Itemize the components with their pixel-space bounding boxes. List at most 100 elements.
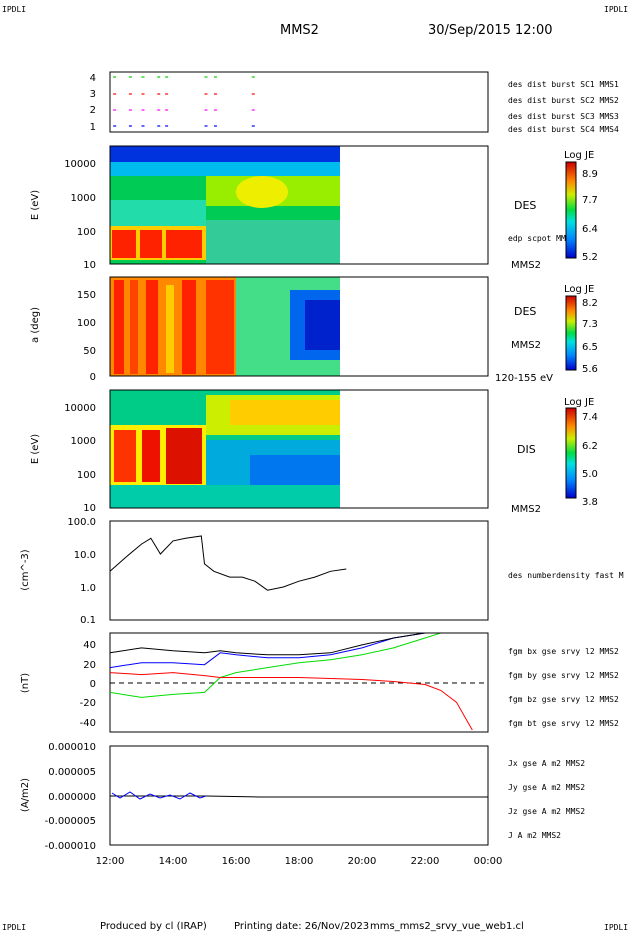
des-pitch-ytick-50: 50 (83, 346, 96, 357)
burst-ytick-3: 3 (90, 89, 96, 100)
header-datetime: 30/Sep/2015 12:00 (428, 23, 552, 38)
dis-energy-spectrogram (110, 390, 346, 508)
density-ytick-10: 10.0 (74, 550, 96, 561)
dis-energy-ylabel: E (eV) (30, 434, 41, 464)
density-legend: des numberdensity fast M (508, 571, 624, 580)
des-pitch-ytick-100: 100 (77, 318, 96, 329)
des-energy-ytick-1000: 1000 (71, 193, 96, 204)
density-ytick-1: 1.0 (80, 583, 96, 594)
colorbar2 (565, 295, 577, 371)
bfield-ylabel: (nT) (20, 673, 31, 693)
current-legend-j: J A m2 MMS2 (508, 831, 561, 840)
bfield-bx-line (109, 672, 473, 731)
colorbar1-title: Log JE (564, 150, 594, 161)
colorbar3-tick-2: 5.0 (582, 469, 598, 480)
panel-des-pitch: 150 100 50 0 a (deg) DES MMS2 120-155 eV… (30, 276, 598, 384)
panel-current: 0.000010 0.000005 0.000000 -0.000005 -0.… (20, 742, 585, 852)
des-energy-label: DES (514, 199, 536, 212)
bfield-ytick-0: 0 (90, 679, 96, 690)
xtick-12: 12:00 (96, 856, 125, 867)
x-axis: 12:00 14:00 16:00 18:00 20:00 22:00 00:0… (96, 856, 503, 867)
panel-burst-frame (109, 71, 489, 133)
panel-density: 100.0 10.0 1.0 0.1 (cm^-3) des numberden… (20, 517, 624, 626)
colorbar1-tick-1: 7.7 (582, 195, 598, 206)
current-ytick-p10: 0.000010 (48, 742, 96, 753)
current-legend-jz: Jz gse A m2 MMS2 (508, 807, 585, 816)
colorbar1-tick-2: 6.4 (582, 224, 598, 235)
bfield-legend-by: fgm by gse srvy l2 MMS2 (508, 671, 619, 680)
dis-energy-ytick-10: 10 (83, 503, 96, 514)
current-legend-jy: Jy gse A m2 MMS2 (508, 783, 585, 792)
des-pitch-ytick-0: 0 (90, 372, 96, 383)
des-pitch-ylabel: a (deg) (30, 307, 41, 343)
colorbar2-tick-0: 8.2 (582, 298, 598, 309)
current-series-line (110, 795, 488, 798)
des-energy-ylabel: E (eV) (30, 190, 41, 220)
corner-label-bl: IPDLI (2, 923, 26, 932)
panel-des-energy: 10000 1000 100 10 E (eV) DES edp scpot M… (30, 145, 598, 271)
dis-energy-ytick-100: 100 (77, 470, 96, 481)
burst-legend-mms2: des dist burst SC2 MMS2 (508, 96, 619, 105)
des-energy-sublabel: edp scpot MMS2 (508, 234, 576, 243)
burst-marks (113, 76, 255, 127)
current-ylabel: (A/m2) (20, 778, 31, 812)
colorbar3-tick-3: 3.8 (582, 497, 598, 508)
colorbar3 (565, 407, 577, 499)
colorbar3-title: Log JE (564, 397, 594, 408)
panel-burst: 4 3 2 1 des dist burst SC1 MMS1 des dist… (90, 71, 619, 134)
xtick-14: 14:00 (159, 856, 188, 867)
des-pitch-frame (109, 276, 489, 377)
des-energy-frame (109, 145, 489, 265)
bfield-ytick-40: 40 (83, 640, 96, 651)
des-energy-ytick-100: 100 (77, 227, 96, 238)
des-energy-spectrogram (110, 146, 346, 264)
bfield-legend-bz: fgm bz gse srvy l2 MMS2 (508, 695, 619, 704)
footer-printing: Printing date: 26/Nov/2023 (234, 921, 369, 932)
bfield-ytick-m40: -40 (80, 718, 96, 729)
current-ytick-0: 0.000000 (48, 792, 96, 803)
xtick-18: 18:00 (285, 856, 314, 867)
xtick-16: 16:00 (222, 856, 251, 867)
des-pitch-ytick-150: 150 (77, 290, 96, 301)
panel-bfield: 40 20 0 -20 -40 (nT) fgm bx gse srvy l2 … (20, 632, 619, 733)
current-ytick-m10: -0.000010 (45, 841, 96, 852)
des-energy-ytick-10000: 10000 (64, 159, 96, 170)
dis-energy-ytick-10000: 10000 (64, 403, 96, 414)
burst-legend-mms4: des dist burst SC4 MMS4 (508, 125, 619, 134)
xtick-00: 00:00 (474, 856, 503, 867)
bfield-legend-bx: fgm bx gse srvy l2 MMS2 (508, 647, 619, 656)
dis-energy-ytick-1000: 1000 (71, 436, 96, 447)
current-jz-line (111, 791, 207, 800)
des-energy-bottom-label: MMS2 (511, 260, 541, 271)
current-legend-jx: Jx gse A m2 MMS2 (508, 759, 585, 768)
dis-energy-bottom-label: MMS2 (511, 504, 541, 515)
bfield-by-line (109, 632, 473, 698)
corner-label-br: IPDLI (604, 923, 628, 932)
bfield-ytick-m20: -20 (80, 698, 96, 709)
corner-label-tl: IPDLI (2, 5, 26, 14)
des-pitch-spectrogram (110, 277, 346, 376)
colorbar2-tick-1: 7.3 (582, 319, 598, 330)
current-ytick-m5: -0.000005 (45, 816, 96, 827)
colorbar3-tick-0: 7.4 (582, 412, 598, 423)
current-ytick-p5: 0.000005 (48, 767, 96, 778)
colorbar2-tick-3: 5.6 (582, 364, 598, 375)
burst-ytick-1: 1 (90, 122, 96, 133)
colorbar1-tick-3: 5.2 (582, 252, 598, 263)
bfield-ytick-20: 20 (83, 660, 96, 671)
colorbar2-tick-2: 6.5 (582, 342, 598, 353)
burst-legend-mms1: des dist burst SC1 MMS1 (508, 80, 619, 89)
colorbar1-tick-0: 8.9 (582, 169, 598, 180)
footer-file: mms_mms2_srvy_vue_web1.cl (370, 921, 524, 932)
dis-energy-frame (109, 389, 489, 509)
colorbar3-tick-1: 6.2 (582, 441, 598, 452)
burst-legend-mms3: des dist burst SC3 MMS3 (508, 112, 619, 121)
panel-dis-energy: 10000 1000 100 10 E (eV) DIS MMS2 Log JE… (30, 389, 598, 515)
xtick-22: 22:00 (411, 856, 440, 867)
dis-energy-label: DIS (517, 443, 536, 456)
colorbar2-title: Log JE (564, 284, 594, 295)
density-ytick-0.1: 0.1 (80, 615, 96, 626)
burst-ytick-2: 2 (90, 105, 96, 116)
density-ylabel: (cm^-3) (20, 549, 31, 590)
